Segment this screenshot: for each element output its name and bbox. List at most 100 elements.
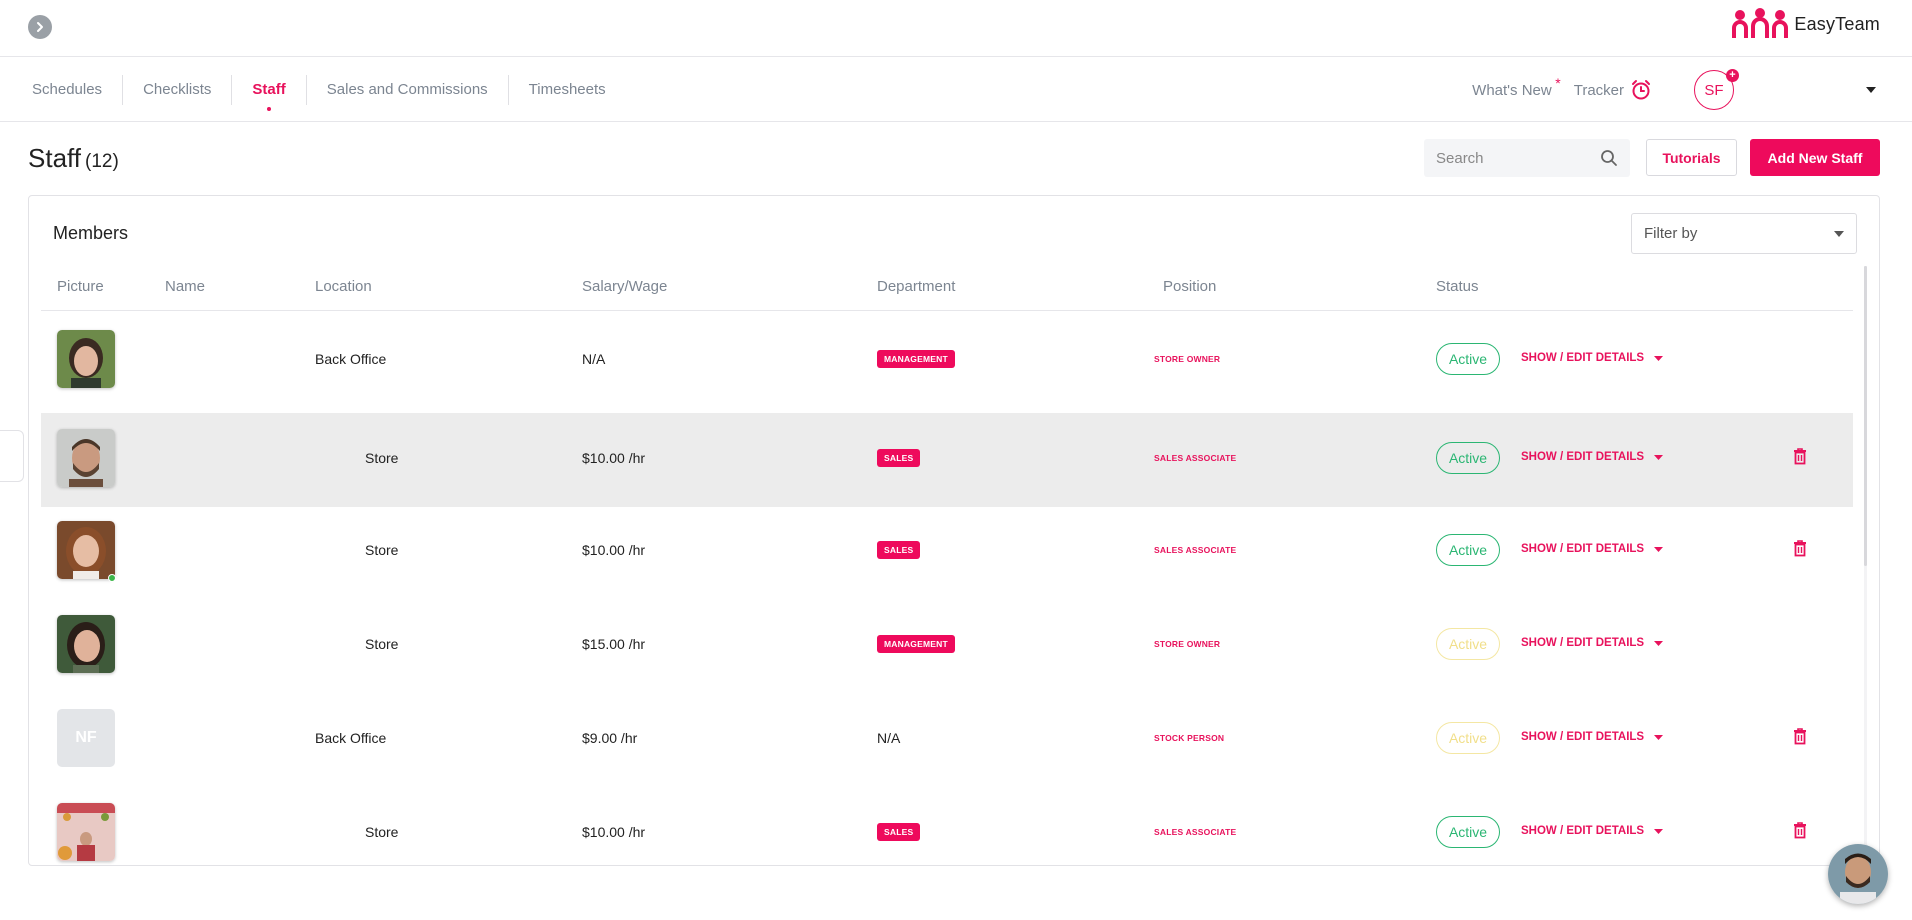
brand-name: EasyTeam xyxy=(1794,13,1880,34)
show-edit-details-button[interactable]: SHOW / EDIT DETAILS xyxy=(1521,352,1664,364)
status-badge: Active xyxy=(1436,722,1500,754)
user-initials: SF xyxy=(1704,81,1724,99)
whats-new-label: What's New xyxy=(1472,81,1552,99)
delete-trash-icon[interactable] xyxy=(1793,727,1807,745)
column-header-name: Name xyxy=(165,278,206,295)
department-badge: SALES xyxy=(877,823,921,841)
show-edit-details-button[interactable]: SHOW / EDIT DETAILS xyxy=(1521,543,1664,555)
location-cell: Store xyxy=(365,636,399,652)
nav-tabs: Schedules Checklists Staff Sales and Com… xyxy=(12,58,626,122)
show-edit-details-label: SHOW / EDIT DETAILS xyxy=(1521,731,1645,743)
column-header-location: Location xyxy=(315,278,372,295)
tab-staff[interactable]: Staff xyxy=(231,75,305,105)
left-drawer-handle[interactable] xyxy=(0,430,24,482)
new-indicator: * xyxy=(1555,74,1561,91)
chevron-down-icon xyxy=(1654,546,1664,552)
staff-photo[interactable] xyxy=(57,803,115,861)
delete-trash-icon[interactable] xyxy=(1793,821,1807,839)
location-cell: Store xyxy=(365,542,399,558)
chevron-down-icon xyxy=(1654,640,1664,646)
show-edit-details-button[interactable]: SHOW / EDIT DETAILS xyxy=(1521,731,1664,743)
position-label: SALES ASSOCIATE xyxy=(1154,827,1237,837)
delete-trash-icon[interactable] xyxy=(1793,447,1807,465)
search-input[interactable] xyxy=(1436,149,1586,167)
department-text: N/A xyxy=(877,730,901,746)
sidebar-expand-button[interactable] xyxy=(28,15,52,39)
table-row[interactable]: Store $10.00 /hr SALES SALES ASSOCIATE A… xyxy=(41,413,1853,507)
department-badge: MANAGEMENT xyxy=(877,350,955,368)
page-title: Staff (12) xyxy=(28,143,119,174)
show-edit-details-button[interactable]: SHOW / EDIT DETAILS xyxy=(1521,825,1664,837)
table-row[interactable]: Store $10.00 /hr SALES SALES ASSOCIATE A… xyxy=(41,787,1853,865)
staff-photo[interactable] xyxy=(57,615,115,673)
chevron-down-icon xyxy=(1654,355,1664,361)
tab-checklists[interactable]: Checklists xyxy=(122,75,231,105)
filter-by-placeholder: Filter by xyxy=(1644,225,1698,242)
portrait-image xyxy=(57,330,115,388)
tutorials-button[interactable]: Tutorials xyxy=(1646,139,1737,176)
position-label: STORE OWNER xyxy=(1154,354,1221,364)
staff-photo[interactable] xyxy=(57,429,115,487)
column-header-salary: Salary/Wage xyxy=(582,278,668,295)
user-avatar[interactable]: SF + xyxy=(1694,69,1739,110)
show-edit-details-label: SHOW / EDIT DETAILS xyxy=(1521,352,1645,364)
location-cell: Back Office xyxy=(315,351,387,367)
tracker-link[interactable]: Tracker xyxy=(1574,79,1652,101)
staff-count: (12) xyxy=(85,151,119,172)
table-row[interactable]: NF Back Office $9.00 /hr N/A STOCK PERSO… xyxy=(41,693,1853,787)
table-row[interactable]: Back Office N/A MANAGEMENT STORE OWNER A… xyxy=(41,312,1853,406)
chevron-down-icon xyxy=(1834,230,1844,237)
position-label: STORE OWNER xyxy=(1154,639,1221,649)
online-status-indicator xyxy=(108,574,116,582)
location-cell: Store xyxy=(365,824,399,840)
wage-cell: $15.00 /hr xyxy=(582,636,646,652)
alarm-clock-icon xyxy=(1632,80,1650,100)
main-nav: Schedules Checklists Staff Sales and Com… xyxy=(0,58,1912,122)
staff-initials-avatar[interactable]: NF xyxy=(57,709,115,767)
show-edit-details-button[interactable]: SHOW / EDIT DETAILS xyxy=(1521,451,1664,463)
show-edit-details-button[interactable]: SHOW / EDIT DETAILS xyxy=(1521,637,1664,649)
status-badge: Active xyxy=(1436,628,1500,660)
add-new-staff-button[interactable]: Add New Staff xyxy=(1750,139,1880,176)
tab-schedules[interactable]: Schedules xyxy=(32,81,103,98)
portrait-image xyxy=(57,429,115,487)
tracker-label: Tracker xyxy=(1573,81,1624,99)
status-badge: Active xyxy=(1436,534,1500,566)
support-agent-image xyxy=(1828,844,1888,904)
filter-by-select[interactable]: Filter by xyxy=(1631,213,1857,254)
members-card: Members Filter by Picture Name Location … xyxy=(28,195,1880,866)
position-label: SALES ASSOCIATE xyxy=(1154,545,1237,555)
search-icon[interactable] xyxy=(1600,149,1618,167)
tab-sales-and-commissions[interactable]: Sales and Commissions xyxy=(305,75,508,105)
tab-timesheets[interactable]: Timesheets xyxy=(507,75,626,105)
location-cell: Back Office xyxy=(315,730,387,746)
department-badge: MANAGEMENT xyxy=(877,635,955,653)
chevron-down-icon xyxy=(1654,454,1664,460)
department-badge: SALES xyxy=(877,449,921,467)
position-label: STOCK PERSON xyxy=(1154,733,1225,743)
nav-right: What's New * Tracker SF + xyxy=(1472,58,1912,122)
user-menu-caret-icon[interactable] xyxy=(1866,87,1876,93)
top-bar: EasyTeam xyxy=(0,0,1912,57)
table-row[interactable]: Store $15.00 /hr MANAGEMENT STORE OWNER … xyxy=(41,599,1853,693)
page-title-text: Staff xyxy=(28,143,82,173)
location-cell: Store xyxy=(365,450,399,466)
delete-trash-icon[interactable] xyxy=(1793,539,1807,557)
portrait-image xyxy=(57,521,115,579)
table-row[interactable]: Store $10.00 /hr SALES SALES ASSOCIATE A… xyxy=(41,505,1853,599)
chevron-down-icon xyxy=(1654,734,1664,740)
staff-photo[interactable] xyxy=(57,330,115,388)
status-badge: Active xyxy=(1436,442,1500,474)
show-edit-details-label: SHOW / EDIT DETAILS xyxy=(1521,451,1645,463)
staff-photo[interactable] xyxy=(57,521,115,579)
team-logo-icon xyxy=(1732,8,1789,38)
status-badge: Active xyxy=(1436,816,1500,848)
scrollbar-thumb[interactable] xyxy=(1864,266,1867,566)
show-edit-details-label: SHOW / EDIT DETAILS xyxy=(1521,825,1645,837)
members-title: Members xyxy=(53,223,129,243)
brand-logo: EasyTeam xyxy=(1732,8,1880,40)
support-chat-avatar[interactable] xyxy=(1828,844,1888,904)
column-header-status: Status xyxy=(1436,278,1479,295)
status-badge: Active xyxy=(1436,343,1500,375)
whats-new-link[interactable]: What's New * xyxy=(1472,75,1561,99)
